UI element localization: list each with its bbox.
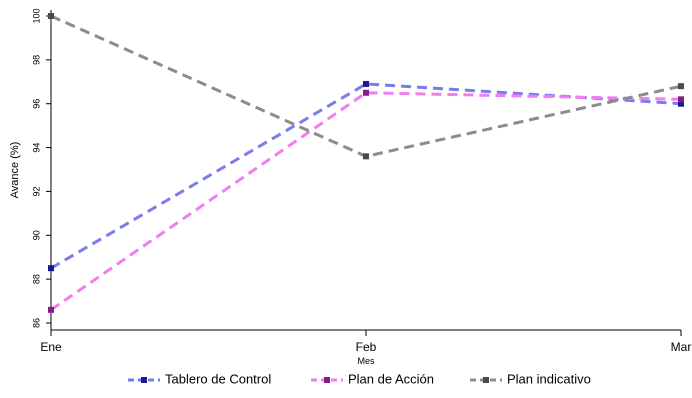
y-tick-label: 88 xyxy=(31,274,41,284)
legend-label: Tablero de Control xyxy=(165,371,271,386)
series-marker xyxy=(363,80,369,87)
series-marker xyxy=(48,13,54,19)
series-marker xyxy=(363,89,369,96)
series-layer xyxy=(48,13,684,313)
legend-label: Plan de Acción xyxy=(348,371,434,386)
series-marker xyxy=(363,153,369,160)
x-tick-label: Ene xyxy=(40,340,62,354)
series-marker xyxy=(678,96,684,103)
y-tick-label: 90 xyxy=(31,230,41,240)
legend-label: Plan indicativo xyxy=(507,371,591,386)
y-tick-label: 98 xyxy=(31,55,41,65)
x-axis-title: Mes xyxy=(357,356,375,366)
series-marker xyxy=(678,83,684,90)
y-tick-label: 96 xyxy=(31,99,41,109)
series-line xyxy=(50,82,682,270)
x-tick-label: Feb xyxy=(356,340,377,354)
series-marker xyxy=(48,265,54,272)
y-axis-title: Avance (%) xyxy=(9,142,21,199)
legend: Tablero de Control Plan de Acción Plan ind… xyxy=(128,371,591,386)
series-marker xyxy=(48,306,54,313)
x-tick-label: Mar xyxy=(671,340,692,354)
axes: 86 88 90 92 94 96 98 100 Ene Feb Mar xyxy=(31,8,691,354)
series-line xyxy=(50,91,682,312)
y-tick-label: 94 xyxy=(31,143,41,153)
legend-swatch-marker xyxy=(483,377,489,383)
series-marker xyxy=(678,100,684,107)
legend-swatch-marker xyxy=(141,377,147,383)
y-tick-label: 86 xyxy=(31,318,41,328)
y-tick-label: 92 xyxy=(31,186,41,196)
y-tick-label: 100 xyxy=(31,8,41,23)
legend-swatch-marker xyxy=(324,377,330,383)
